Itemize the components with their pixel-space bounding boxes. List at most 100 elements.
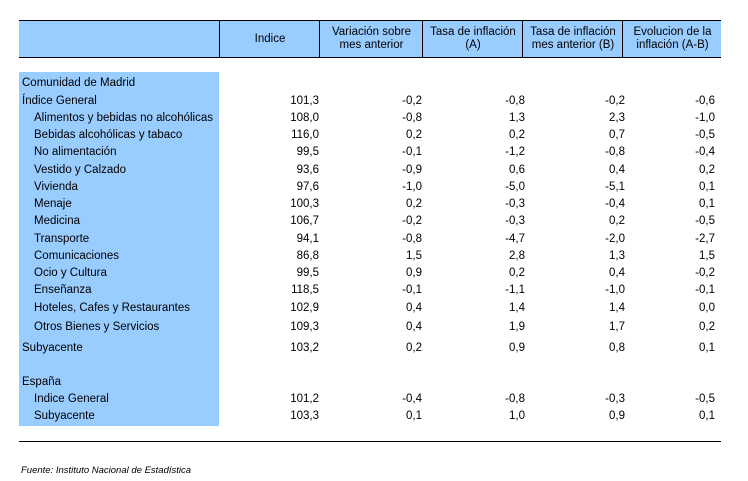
value-tasa-a: -4,7 [505, 233, 525, 245]
value-variacion: -0,1 [402, 284, 422, 296]
table-row: Medicina 106,7 -0,2 -0,3 0,2 -0,5 [19, 213, 721, 230]
value-tasa-a: -0,3 [505, 215, 525, 227]
value-tasa-a: -1,2 [505, 146, 525, 158]
value-tasa-a: 0,2 [509, 129, 525, 141]
value-indice: 108,0 [290, 112, 319, 124]
table-row: Vestido y Calzado 93,6 -0,9 0,6 0,4 0,2 [19, 162, 721, 179]
table-row: Transporte 94,1 -0,8 -4,7 -2,0 -2,7 [19, 231, 721, 248]
value-tasa-a: 1,0 [509, 410, 525, 422]
value-variacion: 0,4 [406, 321, 422, 333]
source-note: Fuente: Instituto Nacional de Estadístic… [21, 465, 192, 476]
value-indice: 101,2 [290, 393, 319, 405]
row-label: Menaje [34, 198, 72, 210]
value-tasa-b: 1,7 [609, 321, 625, 333]
header-variacion: Variación sobre mes anterior [319, 21, 423, 57]
table-row: Indice General 101,2 -0,4 -0,8 -0,3 -0,5 [19, 391, 721, 408]
value-tasa-a: -1,1 [505, 284, 525, 296]
value-indice: 103,3 [290, 410, 319, 422]
table-row: España [19, 374, 721, 391]
table-row: Hoteles, Cafes y Restaurantes 102,9 0,4 1,4… [19, 300, 721, 317]
header-tasa-a: Tasa de inflación (A) [422, 21, 523, 57]
table-row: Subyacente 103,2 0,2 0,9 0,8 0,1 [19, 340, 721, 357]
row-label: Otros Bienes y Servicios [34, 321, 160, 333]
row-label: Vestido y Calzado [34, 164, 127, 176]
value-tasa-a: -0,8 [505, 393, 525, 405]
value-variacion: -0,4 [402, 393, 422, 405]
row-label: No alimentación [34, 146, 117, 158]
table-row: Comunicaciones 86,8 1,5 2,8 1,3 1,5 [19, 248, 721, 265]
value-variacion: -1,0 [402, 181, 422, 193]
value-evolucion: -0,6 [695, 95, 715, 107]
table-row: Enseñanza 118,5 -0,1 -1,1 -1,0 -0,1 [19, 282, 721, 299]
value-indice: 99,5 [296, 267, 319, 279]
table-row: Otros Bienes y Servicios 109,3 0,4 1,9 1,7 0,… [19, 319, 721, 336]
value-variacion: 0,2 [406, 129, 422, 141]
row-label: Enseñanza [34, 284, 92, 296]
table-row: Índice General 101,3 -0,2 -0,8 -0,2 -0,6 [19, 93, 721, 110]
row-label: Subyacente [34, 410, 95, 422]
row-label: Vivienda [34, 181, 78, 193]
value-tasa-a: 0,9 [509, 342, 525, 354]
value-tasa-b: 1,4 [609, 302, 625, 314]
table-row: Bebidas alcohólicas y tabaco 116,0 0,2 0,2 0… [19, 127, 721, 144]
value-evolucion: -0,5 [695, 129, 715, 141]
value-tasa-b: -0,3 [605, 393, 625, 405]
table-row: Menaje 100,3 0,2 -0,3 -0,4 0,1 [19, 196, 721, 213]
value-tasa-b: 0,2 [609, 215, 625, 227]
value-variacion: 0,4 [406, 302, 422, 314]
value-evolucion: 1,5 [699, 250, 715, 262]
table-row: Vivienda 97,6 -1,0 -5,0 -5,1 0,1 [19, 179, 721, 196]
header-label-column [19, 21, 219, 57]
bottom-rule [19, 441, 721, 442]
row-label: Medicina [34, 215, 81, 227]
value-variacion: -0,8 [402, 233, 422, 245]
value-indice: 97,6 [296, 181, 319, 193]
table-row: No alimentación 99,5 -0,1 -1,2 -0,8 -0,4 [19, 144, 721, 161]
value-evolucion: 0,2 [699, 164, 715, 176]
value-tasa-b: 0,8 [609, 342, 625, 354]
row-label: Ocio y Cultura [34, 267, 107, 279]
row-label: Bebidas alcohólicas y tabaco [34, 129, 183, 141]
value-tasa-b: -0,2 [605, 95, 625, 107]
row-label: Alimentos y bebidas no alcohólicas [34, 112, 213, 124]
value-indice: 109,3 [290, 321, 319, 333]
value-tasa-b: -0,4 [605, 198, 625, 210]
value-variacion: 0,9 [406, 267, 422, 279]
value-indice: 118,5 [291, 284, 319, 296]
value-evolucion: -0,1 [695, 284, 715, 296]
value-tasa-b: 0,4 [609, 267, 625, 279]
value-tasa-b: 2,3 [609, 112, 625, 124]
value-indice: 93,6 [296, 164, 319, 176]
value-evolucion: -2,7 [695, 233, 715, 245]
row-label: Hoteles, Cafes y Restaurantes [34, 302, 190, 314]
value-indice: 106,7 [290, 215, 319, 227]
table-row: Alimentos y bebidas no alcohólicas 108,0 -… [19, 110, 721, 127]
row-label: Indice General [34, 393, 109, 405]
value-tasa-a: -0,3 [505, 198, 525, 210]
value-variacion: 1,5 [406, 250, 422, 262]
value-evolucion: 0,1 [699, 410, 715, 422]
row-label: España [22, 376, 62, 388]
value-tasa-b: 0,9 [609, 410, 625, 422]
value-evolucion: 0,1 [699, 198, 715, 210]
value-tasa-a: 0,2 [509, 267, 525, 279]
value-variacion: -0,1 [402, 146, 422, 158]
value-evolucion: -0,2 [695, 267, 715, 279]
value-indice: 101,3 [290, 95, 319, 107]
value-evolucion: 0,1 [699, 181, 715, 193]
value-tasa-a: -0,8 [505, 95, 525, 107]
table-row: Subyacente 103,3 0,1 1,0 0,9 0,1 [19, 408, 721, 425]
table-row: Ocio y Cultura 99,5 0,9 0,2 0,4 -0,2 [19, 265, 721, 282]
value-tasa-b: 0,4 [609, 164, 625, 176]
value-evolucion: -0,4 [695, 146, 715, 158]
value-tasa-b: -1,0 [605, 284, 625, 296]
value-variacion: 0,2 [406, 342, 422, 354]
value-tasa-b: -2,0 [605, 233, 625, 245]
label-column-background [19, 72, 219, 426]
value-indice: 100,3 [290, 198, 319, 210]
value-variacion: 0,1 [406, 410, 422, 422]
value-indice: 103,2 [290, 342, 319, 354]
value-variacion: -0,9 [402, 164, 422, 176]
value-evolucion: 0,1 [699, 342, 715, 354]
value-tasa-a: -5,0 [505, 181, 525, 193]
